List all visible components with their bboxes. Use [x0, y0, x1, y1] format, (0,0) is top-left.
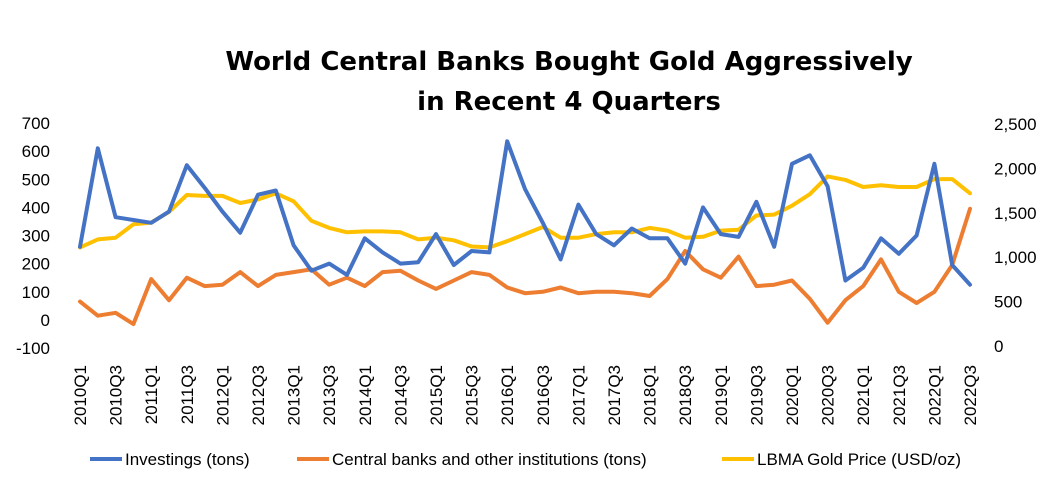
- x-tick-label: 2011Q1: [142, 365, 161, 424]
- x-tick-label: 2012Q3: [249, 365, 268, 426]
- x-axis-tick-labels: 2010Q1 2010Q3 2011Q1 2011Q3 2012Q1 2012Q3 2013…: [71, 365, 980, 426]
- left-axis-tick-labels: -100 0 100 200 300 400 500 600 700: [16, 114, 50, 358]
- x-tick-label: 2020Q3: [819, 365, 838, 426]
- legend-label-central-banks: Central banks and other institutions (to…: [332, 450, 647, 469]
- series-line-2: [78, 174, 972, 250]
- x-tick-label: 2021Q1: [854, 365, 873, 426]
- right-axis-tick-labels: 0 500 1,000 1,500 2,000 2,500: [994, 115, 1037, 356]
- x-tick-label: 2021Q3: [890, 365, 909, 426]
- x-tick-label: 2015Q3: [463, 365, 482, 426]
- left-tick-label: -100: [16, 339, 50, 358]
- x-tick-label: 2016Q1: [498, 365, 517, 426]
- x-tick-label: 2016Q3: [534, 365, 553, 426]
- legend-label-gold-price: LBMA Gold Price (USD/oz): [757, 450, 961, 469]
- x-tick-label: 2013Q3: [320, 365, 339, 426]
- right-tick-label: 2,500: [994, 115, 1037, 134]
- x-tick-label: 2017Q1: [569, 365, 588, 426]
- right-tick-label: 500: [994, 293, 1022, 312]
- chart-title-line-1: World Central Banks Bought Gold Aggressi…: [225, 47, 912, 77]
- x-tick-label: 2010Q1: [71, 365, 90, 426]
- x-tick-label: 2012Q1: [213, 365, 232, 426]
- left-tick-label: 100: [22, 283, 50, 302]
- left-tick-label: 300: [22, 227, 50, 246]
- x-tick-label: 2013Q1: [285, 365, 304, 426]
- x-tick-label: 2011Q3: [178, 365, 197, 424]
- x-tick-label: 2022Q3: [961, 365, 980, 426]
- x-tick-label: 2019Q3: [747, 365, 766, 426]
- left-tick-label: 400: [22, 198, 50, 217]
- right-tick-label: 0: [994, 337, 1003, 356]
- x-tick-label: 2014Q3: [391, 365, 410, 426]
- left-tick-label: 0: [41, 311, 50, 330]
- x-tick-label: 2014Q1: [356, 365, 375, 426]
- left-tick-label: 500: [22, 170, 50, 189]
- chart-title-line-2: in Recent 4 Quarters: [417, 87, 721, 117]
- series-line-0: [78, 139, 972, 287]
- legend: Investings (tons) Central banks and othe…: [90, 450, 961, 469]
- x-tick-label: 2018Q3: [676, 365, 695, 426]
- x-tick-label: 2018Q1: [641, 365, 660, 426]
- x-tick-label: 2022Q1: [925, 365, 944, 426]
- left-tick-label: 600: [22, 142, 50, 161]
- series-line-1: [78, 206, 972, 327]
- right-tick-label: 1,000: [994, 248, 1037, 267]
- left-tick-label: 200: [22, 255, 50, 274]
- x-tick-label: 2017Q3: [605, 365, 624, 426]
- right-tick-label: 1,500: [994, 204, 1037, 223]
- legend-label-investings: Investings (tons): [125, 450, 250, 469]
- right-tick-label: 2,000: [994, 159, 1037, 178]
- x-tick-label: 2015Q1: [427, 365, 446, 426]
- x-tick-label: 2010Q3: [107, 365, 126, 426]
- x-tick-label: 2020Q1: [783, 365, 802, 426]
- series-lines: [78, 139, 972, 327]
- left-tick-label: 700: [22, 114, 50, 133]
- x-tick-label: 2019Q1: [712, 365, 731, 426]
